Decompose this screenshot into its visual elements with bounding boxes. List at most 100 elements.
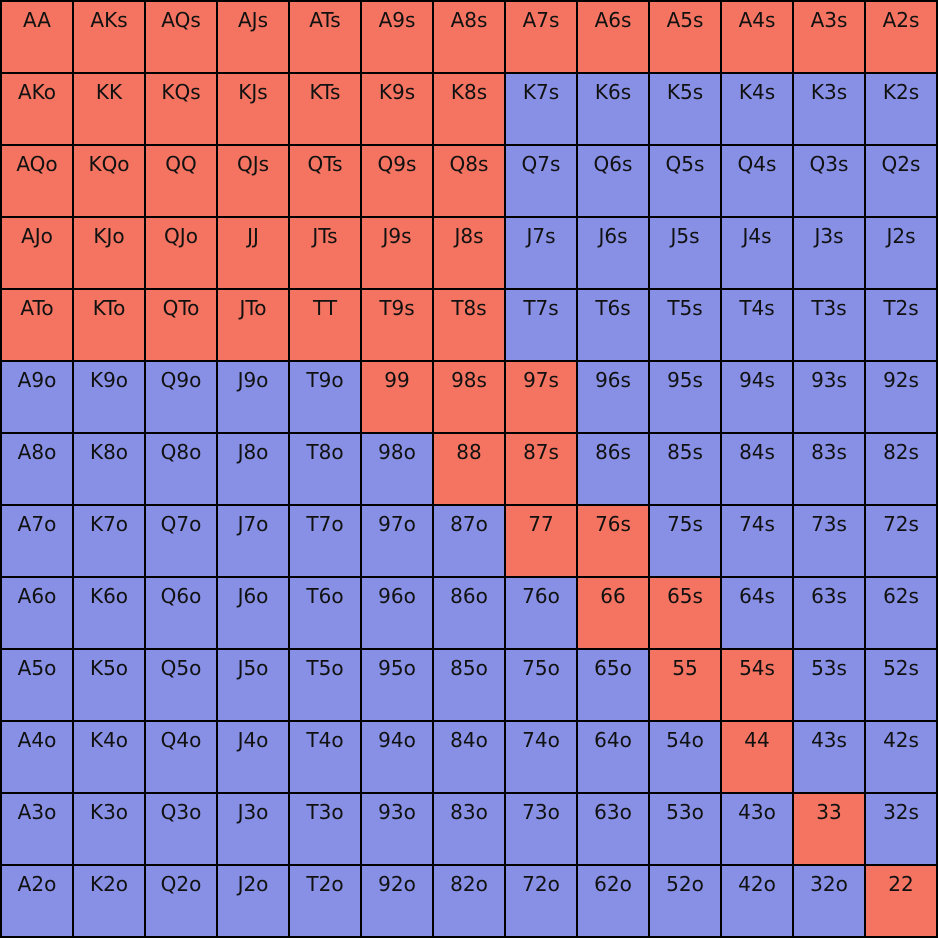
hand-cell-offsuit[interactable]: J3o	[218, 794, 288, 864]
hand-cell-suited[interactable]: 65s	[650, 578, 720, 648]
hand-cell-pair[interactable]: 44	[722, 722, 792, 792]
hand-cell-offsuit[interactable]: A7o	[2, 506, 72, 576]
hand-cell-suited[interactable]: 92s	[866, 362, 936, 432]
hand-cell-suited[interactable]: 74s	[722, 506, 792, 576]
hand-cell-suited[interactable]: 43s	[794, 722, 864, 792]
hand-cell-offsuit[interactable]: A6o	[2, 578, 72, 648]
hand-cell-offsuit[interactable]: Q8o	[146, 434, 216, 504]
hand-cell-suited[interactable]: 93s	[794, 362, 864, 432]
hand-cell-pair[interactable]: 66	[578, 578, 648, 648]
hand-cell-suited[interactable]: KTs	[290, 74, 360, 144]
hand-cell-suited[interactable]: 52s	[866, 650, 936, 720]
hand-cell-suited[interactable]: AKs	[74, 2, 144, 72]
hand-cell-offsuit[interactable]: A2o	[2, 866, 72, 936]
hand-cell-pair[interactable]: 33	[794, 794, 864, 864]
hand-cell-offsuit[interactable]: 87o	[434, 506, 504, 576]
hand-cell-offsuit[interactable]: KQo	[74, 146, 144, 216]
hand-cell-offsuit[interactable]: 72o	[506, 866, 576, 936]
hand-cell-pair[interactable]: 99	[362, 362, 432, 432]
hand-cell-suited[interactable]: 84s	[722, 434, 792, 504]
hand-cell-pair[interactable]: KK	[74, 74, 144, 144]
hand-cell-suited[interactable]: K6s	[578, 74, 648, 144]
hand-cell-suited[interactable]: A6s	[578, 2, 648, 72]
hand-cell-offsuit[interactable]: Q4o	[146, 722, 216, 792]
hand-cell-offsuit[interactable]: 84o	[434, 722, 504, 792]
hand-cell-suited[interactable]: J4s	[722, 218, 792, 288]
hand-cell-offsuit[interactable]: 53o	[650, 794, 720, 864]
hand-cell-suited[interactable]: ATs	[290, 2, 360, 72]
hand-cell-offsuit[interactable]: A4o	[2, 722, 72, 792]
hand-cell-suited[interactable]: 75s	[650, 506, 720, 576]
hand-cell-suited[interactable]: 97s	[506, 362, 576, 432]
hand-cell-offsuit[interactable]: 63o	[578, 794, 648, 864]
hand-cell-suited[interactable]: Q3s	[794, 146, 864, 216]
hand-cell-suited[interactable]: A3s	[794, 2, 864, 72]
hand-cell-suited[interactable]: 63s	[794, 578, 864, 648]
hand-cell-offsuit[interactable]: Q5o	[146, 650, 216, 720]
hand-cell-pair[interactable]: TT	[290, 290, 360, 360]
hand-cell-suited[interactable]: Q9s	[362, 146, 432, 216]
hand-cell-offsuit[interactable]: K7o	[74, 506, 144, 576]
hand-cell-offsuit[interactable]: Q6o	[146, 578, 216, 648]
hand-cell-suited[interactable]: K5s	[650, 74, 720, 144]
hand-cell-suited[interactable]: T3s	[794, 290, 864, 360]
hand-cell-offsuit[interactable]: KJo	[74, 218, 144, 288]
hand-cell-suited[interactable]: J7s	[506, 218, 576, 288]
hand-cell-suited[interactable]: Q7s	[506, 146, 576, 216]
hand-cell-suited[interactable]: AJs	[218, 2, 288, 72]
hand-cell-suited[interactable]: T9s	[362, 290, 432, 360]
hand-cell-offsuit[interactable]: T2o	[290, 866, 360, 936]
hand-cell-suited[interactable]: 94s	[722, 362, 792, 432]
hand-cell-offsuit[interactable]: K2o	[74, 866, 144, 936]
hand-cell-offsuit[interactable]: 54o	[650, 722, 720, 792]
hand-cell-suited[interactable]: 98s	[434, 362, 504, 432]
hand-cell-offsuit[interactable]: J4o	[218, 722, 288, 792]
hand-cell-offsuit[interactable]: AKo	[2, 74, 72, 144]
hand-cell-offsuit[interactable]: K6o	[74, 578, 144, 648]
hand-cell-pair[interactable]: JJ	[218, 218, 288, 288]
hand-cell-suited[interactable]: JTs	[290, 218, 360, 288]
hand-cell-offsuit[interactable]: K9o	[74, 362, 144, 432]
hand-cell-offsuit[interactable]: 82o	[434, 866, 504, 936]
hand-cell-offsuit[interactable]: 32o	[794, 866, 864, 936]
hand-cell-suited[interactable]: J3s	[794, 218, 864, 288]
hand-cell-offsuit[interactable]: 73o	[506, 794, 576, 864]
hand-cell-offsuit[interactable]: 43o	[722, 794, 792, 864]
hand-cell-offsuit[interactable]: T4o	[290, 722, 360, 792]
hand-cell-offsuit[interactable]: QJo	[146, 218, 216, 288]
hand-cell-offsuit[interactable]: 92o	[362, 866, 432, 936]
hand-cell-offsuit[interactable]: K3o	[74, 794, 144, 864]
hand-cell-suited[interactable]: K3s	[794, 74, 864, 144]
hand-cell-suited[interactable]: J9s	[362, 218, 432, 288]
hand-cell-offsuit[interactable]: JTo	[218, 290, 288, 360]
hand-cell-offsuit[interactable]: Q3o	[146, 794, 216, 864]
hand-cell-suited[interactable]: Q4s	[722, 146, 792, 216]
hand-cell-suited[interactable]: 85s	[650, 434, 720, 504]
hand-cell-offsuit[interactable]: 85o	[434, 650, 504, 720]
hand-cell-offsuit[interactable]: T8o	[290, 434, 360, 504]
hand-cell-suited[interactable]: 82s	[866, 434, 936, 504]
hand-cell-suited[interactable]: Q2s	[866, 146, 936, 216]
hand-cell-offsuit[interactable]: 98o	[362, 434, 432, 504]
hand-cell-offsuit[interactable]: 96o	[362, 578, 432, 648]
hand-cell-pair[interactable]: 88	[434, 434, 504, 504]
hand-cell-suited[interactable]: 95s	[650, 362, 720, 432]
hand-cell-offsuit[interactable]: ATo	[2, 290, 72, 360]
hand-cell-suited[interactable]: 62s	[866, 578, 936, 648]
hand-cell-offsuit[interactable]: J2o	[218, 866, 288, 936]
hand-cell-offsuit[interactable]: KTo	[74, 290, 144, 360]
hand-cell-suited[interactable]: QTs	[290, 146, 360, 216]
hand-cell-suited[interactable]: A4s	[722, 2, 792, 72]
hand-cell-suited[interactable]: 96s	[578, 362, 648, 432]
hand-cell-suited[interactable]: KQs	[146, 74, 216, 144]
hand-cell-suited[interactable]: A7s	[506, 2, 576, 72]
hand-cell-suited[interactable]: 32s	[866, 794, 936, 864]
hand-cell-offsuit[interactable]: K5o	[74, 650, 144, 720]
hand-cell-suited[interactable]: T8s	[434, 290, 504, 360]
hand-cell-suited[interactable]: Q6s	[578, 146, 648, 216]
hand-cell-offsuit[interactable]: J5o	[218, 650, 288, 720]
hand-cell-pair[interactable]: QQ	[146, 146, 216, 216]
hand-cell-suited[interactable]: 72s	[866, 506, 936, 576]
hand-cell-offsuit[interactable]: J8o	[218, 434, 288, 504]
hand-cell-suited[interactable]: 73s	[794, 506, 864, 576]
